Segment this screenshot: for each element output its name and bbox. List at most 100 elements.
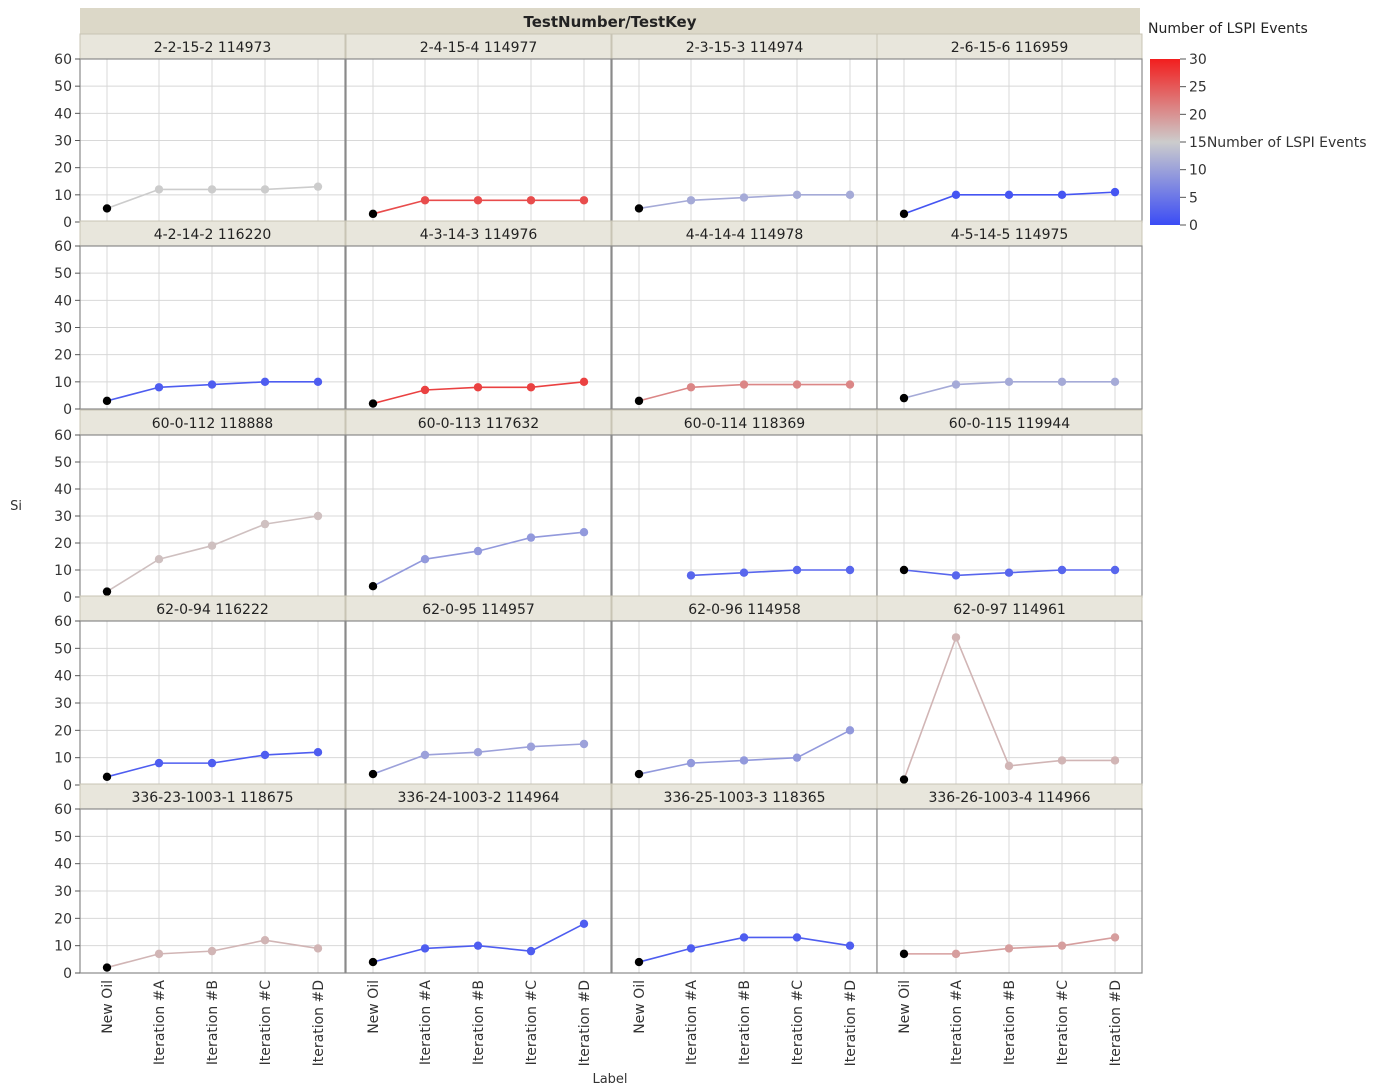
panel-2: 2-4-15-4 114977	[345, 33, 612, 223]
y-tick-label: 0	[63, 590, 72, 606]
x-tick-label: Iteration #D	[577, 980, 593, 1066]
panel-header	[345, 409, 612, 436]
data-point	[526, 533, 536, 542]
panel-title: 336-26-1003-4 114966	[928, 790, 1090, 806]
y-tick-label: 20	[54, 536, 72, 552]
data-point	[1004, 190, 1014, 200]
panel-11: 60-0-114 118369	[611, 409, 878, 598]
data-point	[473, 196, 483, 205]
x-tick-label: Iteration #A	[418, 980, 434, 1066]
x-tick-label: Iteration #A	[949, 980, 965, 1066]
legend-tick-label: 10	[1189, 163, 1207, 179]
data-point	[260, 185, 270, 194]
y-tick-label: 50	[54, 79, 72, 95]
data-point	[1110, 187, 1120, 197]
data-point	[313, 944, 323, 953]
panel-title: 2-2-15-2 114973	[154, 40, 272, 56]
y-tick-label: 40	[54, 293, 72, 309]
y-tick-label: 30	[54, 884, 72, 900]
data-point	[899, 775, 909, 784]
panel-19: 336-25-1003-3 118365	[611, 783, 878, 974]
data-point	[739, 193, 749, 202]
data-point	[526, 946, 536, 956]
y-tick-label: 30	[54, 321, 72, 337]
y-tick-label: 60	[54, 614, 72, 630]
legend-tick-label: 20	[1189, 107, 1207, 123]
chart-title-bar	[80, 8, 1140, 34]
panel-header	[79, 220, 346, 247]
data-point	[739, 933, 749, 942]
panel-9: 60-0-112 118888 0 10 20 30 40 50 60	[54, 409, 346, 606]
x-tick-label: New Oil	[366, 980, 382, 1034]
data-point	[154, 555, 164, 564]
data-point	[368, 399, 378, 408]
y-tick-label: 60	[54, 802, 72, 818]
y-tick-label: 40	[54, 106, 72, 122]
data-point	[1004, 568, 1014, 577]
data-point	[951, 380, 961, 389]
data-point	[1057, 756, 1067, 765]
data-point	[526, 742, 536, 751]
y-tick-label: 40	[54, 857, 72, 873]
data-point	[579, 919, 589, 928]
y-tick-label: 0	[63, 966, 72, 982]
panel-title: 4-3-14-3 114976	[420, 227, 538, 243]
y-tick-label: 50	[54, 266, 72, 282]
panel-title: 60-0-112 118888	[152, 416, 273, 432]
data-point	[792, 753, 802, 762]
data-point	[1057, 377, 1067, 387]
data-point	[951, 633, 961, 642]
data-point	[313, 748, 323, 757]
panel-header	[611, 595, 878, 622]
data-point	[420, 750, 430, 760]
y-tick-label: 20	[54, 911, 72, 927]
legend-tick-label: 30	[1189, 52, 1207, 68]
panel-title: 62-0-97 114961	[953, 602, 1066, 618]
panel-18: 336-24-1003-2 114964	[345, 783, 612, 974]
data-point	[207, 758, 217, 768]
panel-header	[345, 33, 612, 60]
data-point	[579, 739, 589, 749]
panels-layer: 2-2-15-2 114973 0 10 20 30 40 50 60 2-4-15-4 114…	[54, 33, 1143, 982]
x-tick-label: Iteration #D	[1108, 980, 1124, 1066]
x-tick-label: Iteration #C	[258, 980, 274, 1066]
y-tick-label: 0	[63, 778, 72, 794]
panel-header	[79, 595, 346, 622]
data-point	[634, 769, 644, 779]
legend-tick-label: 25	[1189, 80, 1207, 96]
x-tick-label: Iteration #D	[843, 980, 859, 1066]
data-point	[579, 528, 589, 537]
data-point	[207, 541, 217, 550]
data-point	[313, 511, 323, 521]
y-tick-label: 40	[54, 669, 72, 685]
data-point	[686, 196, 696, 205]
panel-header	[876, 33, 1143, 60]
panel-8: 4-5-14-5 114975	[876, 220, 1143, 410]
data-point	[102, 204, 112, 213]
y-tick-label: 30	[54, 696, 72, 712]
panel-title: 2-4-15-4 114977	[420, 40, 538, 56]
data-point	[792, 565, 802, 575]
y-tick-label: 20	[54, 723, 72, 739]
panel-title: 4-4-14-4 114978	[686, 227, 804, 243]
x-tick-label: New Oil	[897, 980, 913, 1034]
data-point	[951, 571, 961, 580]
panel-title: 60-0-113 117632	[418, 416, 539, 432]
y-tick-label: 10	[54, 939, 72, 955]
x-tick-label: New Oil	[100, 980, 116, 1034]
y-tick-label: 20	[54, 348, 72, 364]
panel-17: 336-23-1003-1 118675 0 10 20 30 40 50 60	[54, 783, 346, 982]
data-point	[473, 748, 483, 757]
y-tick-label: 40	[54, 482, 72, 498]
legend-title: Number of LSPI Events	[1148, 21, 1308, 37]
data-point	[1004, 944, 1014, 953]
data-point	[845, 565, 855, 575]
panel-title: 2-3-15-3 114974	[686, 40, 804, 56]
data-point	[686, 383, 696, 392]
legend-gradient-bar	[1150, 59, 1180, 225]
panel-title: 62-0-96 114958	[688, 602, 801, 618]
y-tick-label: 10	[54, 563, 72, 579]
data-point	[1110, 933, 1120, 942]
data-point	[260, 377, 270, 387]
